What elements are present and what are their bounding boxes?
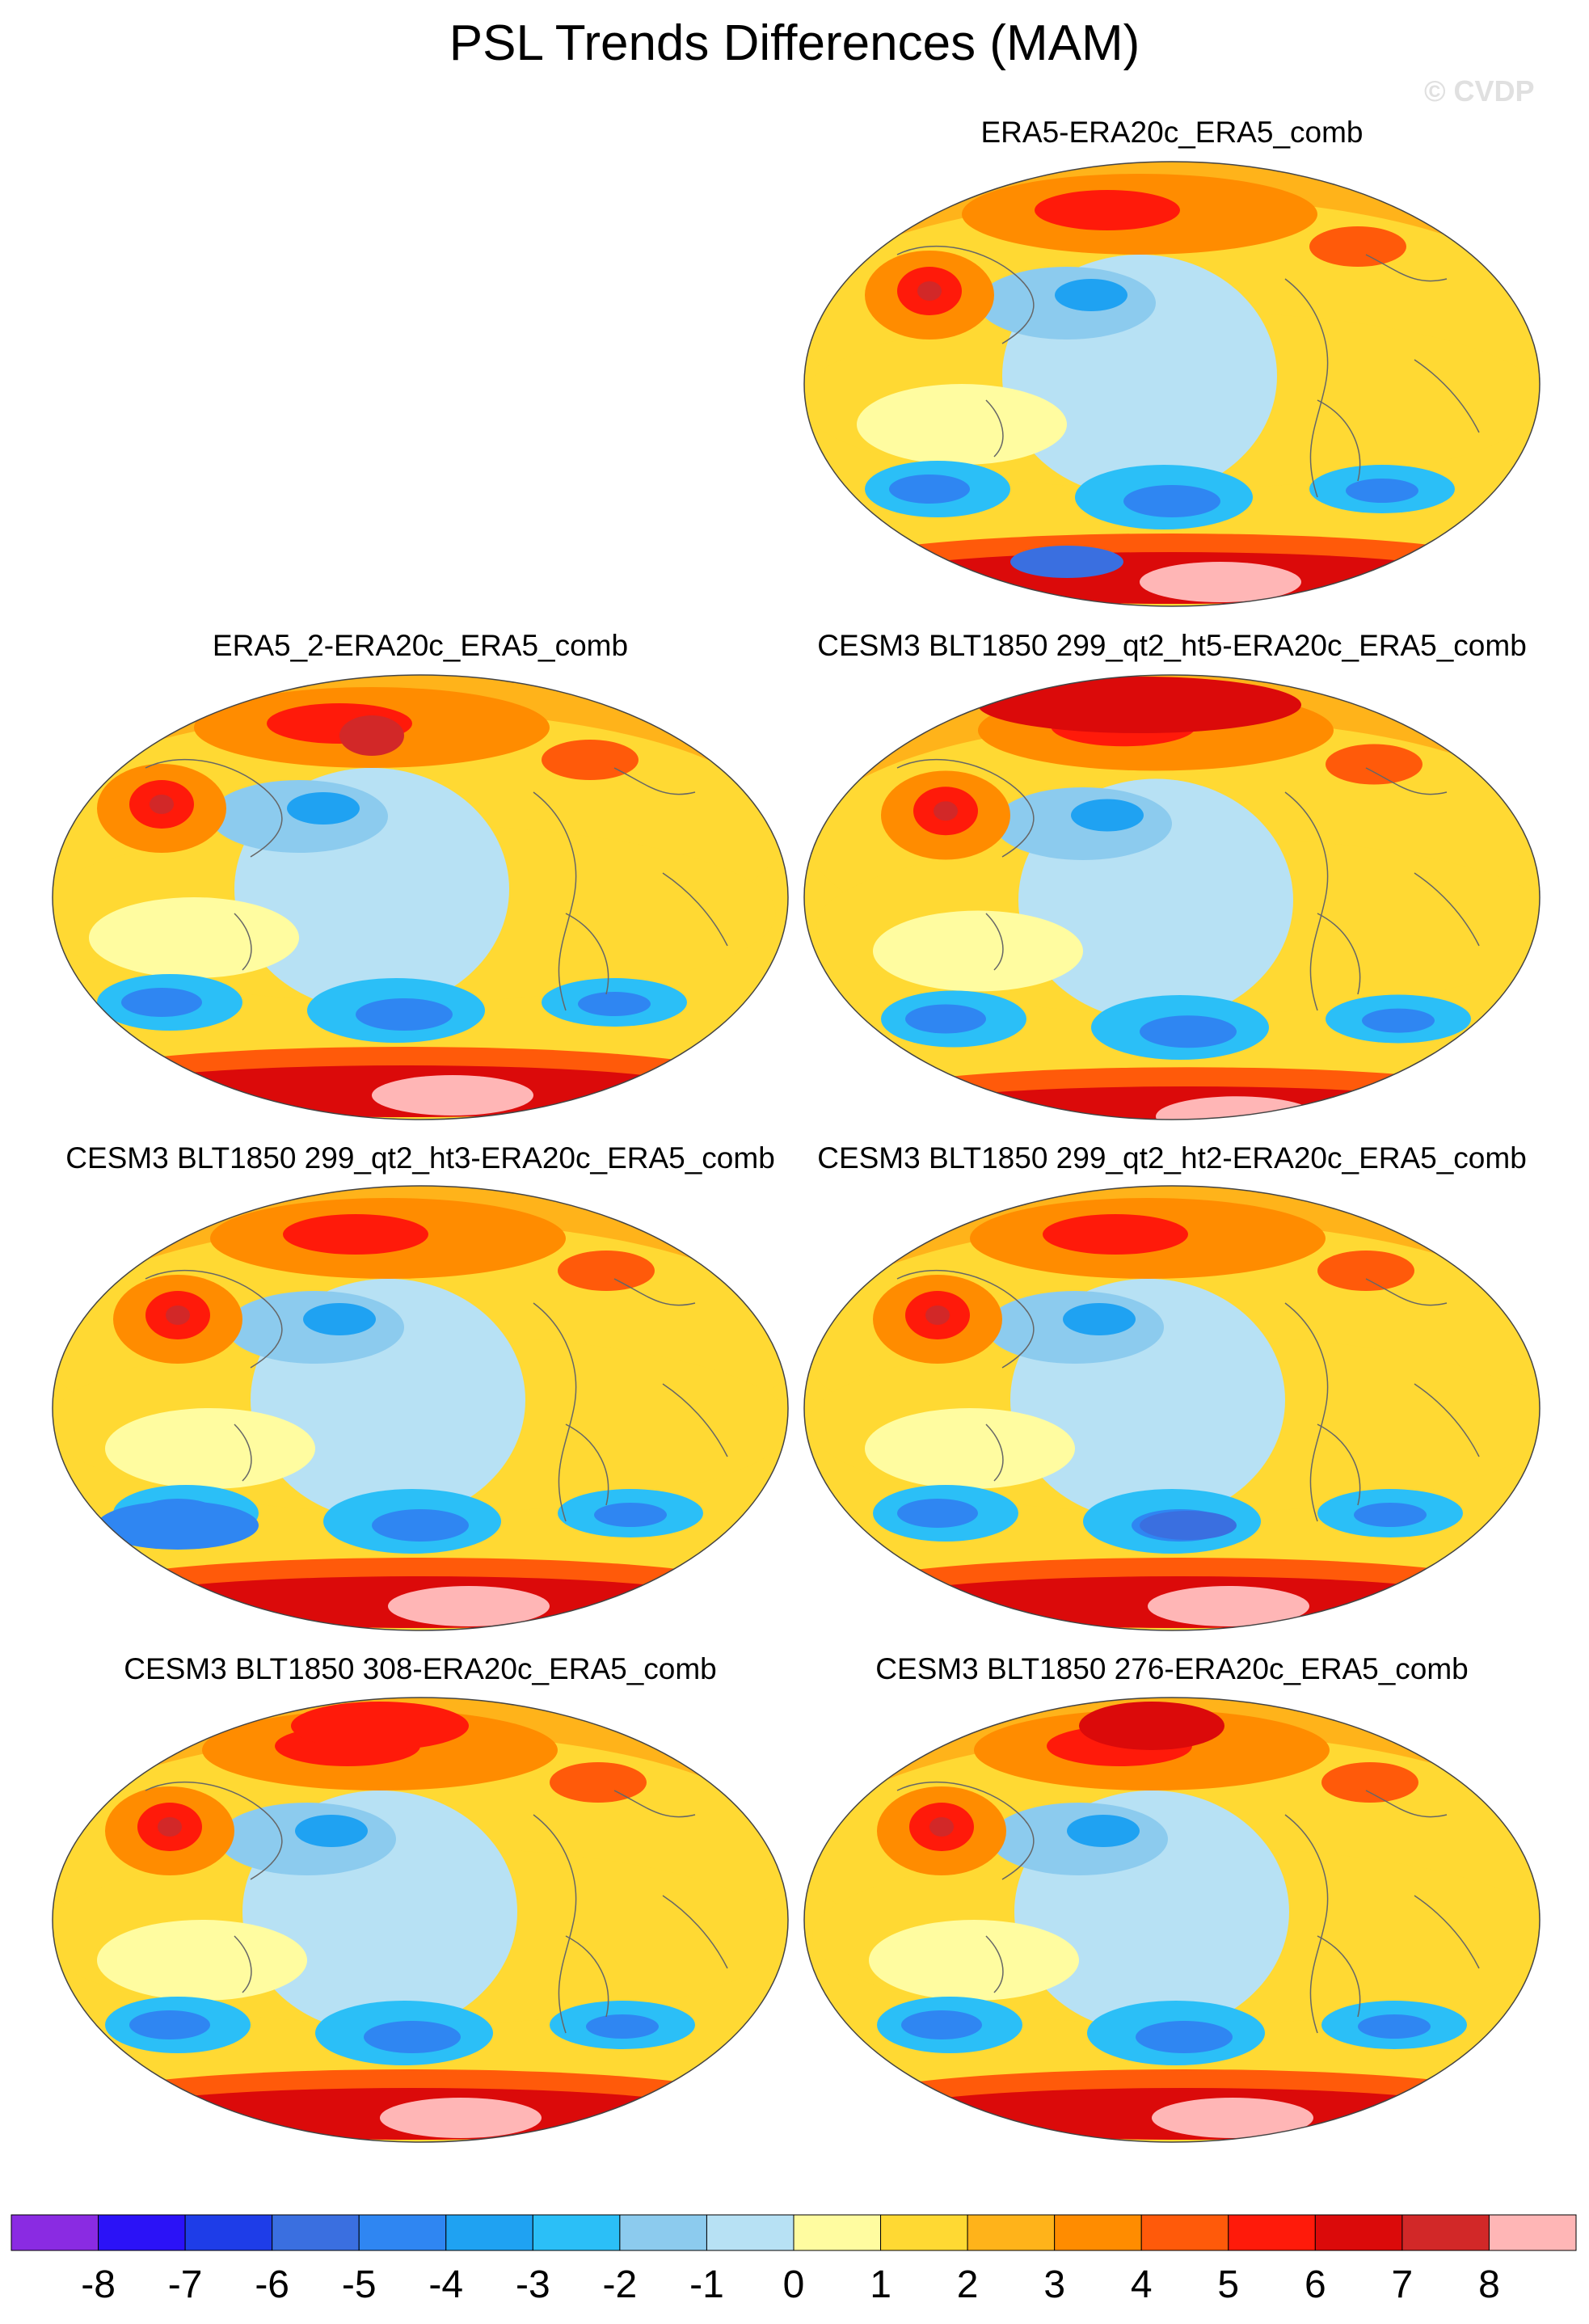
colorbar-swatch xyxy=(793,2214,882,2251)
colorbar-swatch xyxy=(967,2214,1056,2251)
colorbar-swatch xyxy=(532,2214,621,2251)
watermark: © CVDP xyxy=(1424,74,1535,108)
map-panel-1 xyxy=(803,161,1541,607)
map-panel-4 xyxy=(52,1185,789,1631)
colorbar-swatch xyxy=(880,2214,968,2251)
colorbar-swatch xyxy=(1140,2214,1229,2251)
colorbar-tick-label: -4 xyxy=(428,2263,463,2306)
map-panel-5 xyxy=(803,1185,1541,1631)
colorbar-swatch xyxy=(272,2214,360,2251)
colorbar-swatch xyxy=(1228,2214,1316,2251)
colorbar-tick-label: 4 xyxy=(1131,2263,1153,2306)
panel-title-6: CESM3 BLT1850 308-ERA20c_ERA5_comb xyxy=(124,1652,717,1685)
panel-title-2: ERA5_2-ERA20c_ERA5_comb xyxy=(212,629,629,662)
map-panel-2 xyxy=(52,674,789,1120)
colorbar-swatch xyxy=(98,2214,186,2251)
colorbar-tick-label: 8 xyxy=(1478,2263,1500,2306)
colorbar-tick-label: 7 xyxy=(1392,2263,1414,2306)
colorbar-tick-label: -7 xyxy=(168,2263,203,2306)
panel-title-5: CESM3 BLT1850 299_qt2_ht2-ERA20c_ERA5_co… xyxy=(817,1141,1527,1175)
panel-title-7: CESM3 BLT1850 276-ERA20c_ERA5_comb xyxy=(875,1652,1469,1685)
colorbar-tick-label: 3 xyxy=(1043,2263,1065,2306)
colorbar-swatch xyxy=(1488,2214,1577,2251)
colorbar-tick-label: -1 xyxy=(689,2263,724,2306)
colorbar-swatch xyxy=(1054,2214,1142,2251)
colorbar-tick-label: 2 xyxy=(957,2263,979,2306)
colorbar-tick-label: 6 xyxy=(1304,2263,1326,2306)
colorbar-swatch xyxy=(358,2214,447,2251)
colorbar-tick-label: -2 xyxy=(603,2263,638,2306)
panel-title-1: ERA5-ERA20c_ERA5_comb xyxy=(980,116,1364,149)
map-panel-6 xyxy=(52,1697,789,2143)
colorbar-tick-label: 1 xyxy=(870,2263,891,2306)
map-panel-3 xyxy=(803,674,1541,1120)
map-panel-7 xyxy=(803,1697,1541,2143)
colorbar-tick-label: 5 xyxy=(1217,2263,1239,2306)
colorbar-swatch xyxy=(1401,2214,1490,2251)
colorbar-swatch xyxy=(706,2214,794,2251)
colorbar-tick-label: 0 xyxy=(783,2263,805,2306)
colorbar-swatch xyxy=(445,2214,533,2251)
colorbar-tick-label: -8 xyxy=(81,2263,116,2306)
panel-title-4: CESM3 BLT1850 299_qt2_ht3-ERA20c_ERA5_co… xyxy=(65,1141,775,1175)
colorbar-swatch xyxy=(1314,2214,1403,2251)
colorbar-tick-label: -5 xyxy=(342,2263,377,2306)
colorbar-swatch xyxy=(11,2214,99,2251)
colorbar-tick-label: -3 xyxy=(516,2263,550,2306)
colorbar-swatch xyxy=(619,2214,707,2251)
colorbar-tick-label: -6 xyxy=(255,2263,289,2306)
colorbar-swatch xyxy=(184,2214,273,2251)
colorbar: -8 -7 -6 -5 -4 -3 -2 -1 0 1 2 3 4 5 6 7 8 xyxy=(11,2214,1577,2306)
page-title: PSL Trends Differences (MAM) xyxy=(449,15,1140,71)
panel-title-3: CESM3 BLT1850 299_qt2_ht5-ERA20c_ERA5_co… xyxy=(817,629,1527,662)
